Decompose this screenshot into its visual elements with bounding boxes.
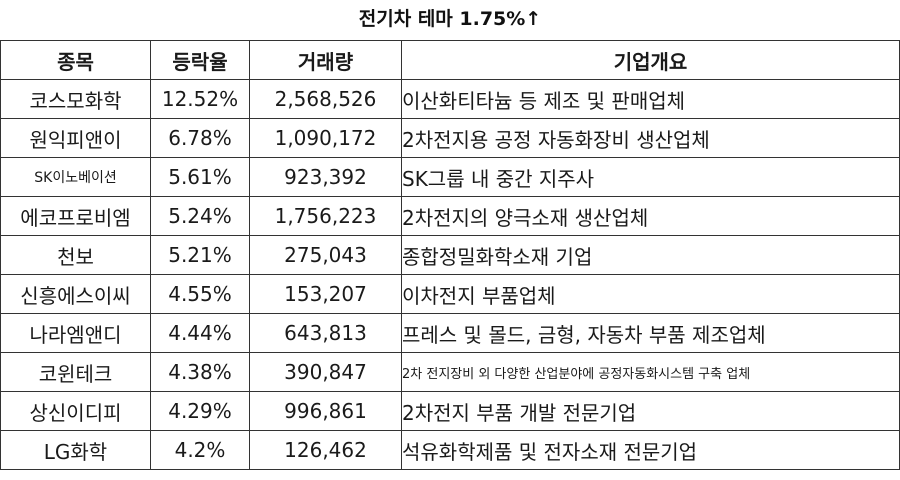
overview-cell: 2차전지 부품 개발 전문기업 (401, 391, 900, 431)
table-body: 코스모화학 12.52% 2,568,526 이산화티타늄 등 제조 및 판매업… (0, 79, 900, 470)
change-rate-cell: 5.21% (150, 235, 250, 275)
change-rate-cell: 4.55% (150, 274, 250, 314)
stock-table: 종목 등락율 거래량 기업개요 코스모화학 12.52% 2,568,526 이… (0, 40, 900, 470)
table-row: 코윈테크 4.38% 390,847 2차 전지장비 외 다양한 산업분야에 공… (0, 352, 900, 392)
change-rate-cell: 12.52% (150, 79, 250, 119)
change-rate-cell: 5.61% (150, 157, 250, 197)
overview-cell: 2차전지의 양극소재 생산업체 (401, 196, 900, 236)
table-row: 신흥에스이씨 4.55% 153,207 이차전지 부품업체 (0, 274, 900, 314)
volume-cell: 1,756,223 (249, 196, 402, 236)
table-row: SK이노베이션 5.61% 923,392 SK그룹 내 중간 지주사 (0, 157, 900, 197)
stock-name-cell: SK이노베이션 (0, 157, 151, 197)
stock-name-cell: 원익피앤이 (0, 118, 151, 158)
stock-name-cell: 상신이디피 (0, 391, 151, 431)
table-row: LG화학 4.2% 126,462 석유화학제품 및 전자소재 전문기업 (0, 430, 900, 470)
header-stock-name: 종목 (0, 40, 151, 80)
table-row: 천보 5.21% 275,043 종합정밀화학소재 기업 (0, 235, 900, 275)
stock-name-cell: 신흥에스이씨 (0, 274, 151, 314)
volume-cell: 153,207 (249, 274, 402, 314)
stock-name-cell: 코스모화학 (0, 79, 151, 119)
overview-cell: 프레스 및 몰드, 금형, 자동차 부품 제조업체 (401, 313, 900, 353)
stock-name-cell: 에코프로비엠 (0, 196, 151, 236)
volume-cell: 126,462 (249, 430, 402, 470)
table-row: 에코프로비엠 5.24% 1,756,223 2차전지의 양극소재 생산업체 (0, 196, 900, 236)
volume-cell: 923,392 (249, 157, 402, 197)
header-change-rate: 등락율 (150, 40, 250, 80)
stock-name-cell: 코윈테크 (0, 352, 151, 392)
change-rate-cell: 4.2% (150, 430, 250, 470)
change-rate-cell: 4.44% (150, 313, 250, 353)
change-rate-cell: 5.24% (150, 196, 250, 236)
volume-cell: 2,568,526 (249, 79, 402, 119)
volume-cell: 275,043 (249, 235, 402, 275)
table-row: 원익피앤이 6.78% 1,090,172 2차전지용 공정 자동화장비 생산업… (0, 118, 900, 158)
overview-cell: 이산화티타늄 등 제조 및 판매업체 (401, 79, 900, 119)
overview-cell: 종합정밀화학소재 기업 (401, 235, 900, 275)
stock-name-cell: 나라엠앤디 (0, 313, 151, 353)
table-row: 나라엠앤디 4.44% 643,813 프레스 및 몰드, 금형, 자동차 부품… (0, 313, 900, 353)
overview-cell: 이차전지 부품업체 (401, 274, 900, 314)
table-header: 종목 등락율 거래량 기업개요 (0, 40, 900, 80)
volume-cell: 1,090,172 (249, 118, 402, 158)
header-company-overview: 기업개요 (401, 40, 900, 80)
volume-cell: 643,813 (249, 313, 402, 353)
header-row: 종목 등락율 거래량 기업개요 (0, 40, 900, 80)
header-volume: 거래량 (249, 40, 402, 80)
overview-cell: 석유화학제품 및 전자소재 전문기업 (401, 430, 900, 470)
stock-name-cell: 천보 (0, 235, 151, 275)
overview-cell: SK그룹 내 중간 지주사 (401, 157, 900, 197)
volume-cell: 390,847 (249, 352, 402, 392)
change-rate-cell: 4.29% (150, 391, 250, 431)
table-row: 상신이디피 4.29% 996,861 2차전지 부품 개발 전문기업 (0, 391, 900, 431)
change-rate-cell: 4.38% (150, 352, 250, 392)
table-row: 코스모화학 12.52% 2,568,526 이산화티타늄 등 제조 및 판매업… (0, 79, 900, 119)
stock-name-cell: LG화학 (0, 430, 151, 470)
overview-cell: 2차 전지장비 외 다양한 산업분야에 공정자동화시스템 구축 업체 (401, 352, 900, 392)
change-rate-cell: 6.78% (150, 118, 250, 158)
page-title: 전기차 테마 1.75%↑ (358, 8, 542, 30)
overview-cell: 2차전지용 공정 자동화장비 생산업체 (401, 118, 900, 158)
volume-cell: 996,861 (249, 391, 402, 431)
